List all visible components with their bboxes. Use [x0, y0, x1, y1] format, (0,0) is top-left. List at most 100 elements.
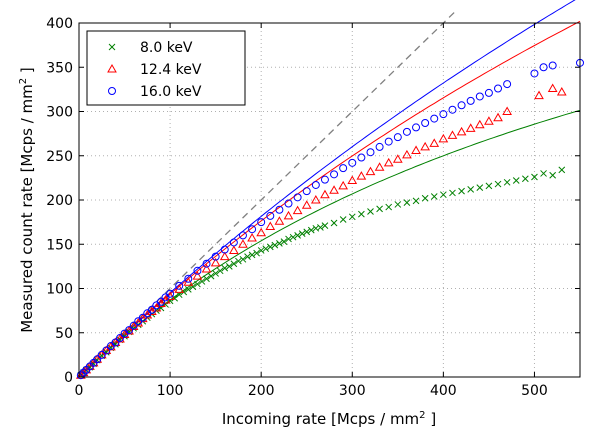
data-point [115, 334, 124, 343]
data-point [456, 126, 467, 136]
data-point [294, 232, 301, 239]
legend-item: 16.0 keV [108, 84, 202, 100]
data-point [133, 318, 144, 327]
data-point [366, 148, 375, 157]
data-point [303, 228, 311, 236]
data-point [138, 313, 147, 322]
data-point [292, 205, 303, 215]
data-point [284, 199, 293, 208]
data-point [393, 133, 402, 142]
data-point [494, 84, 503, 93]
data-point [248, 251, 256, 259]
ticks [78, 22, 580, 378]
data-point [539, 63, 548, 72]
data-point [307, 226, 315, 234]
data-point [321, 222, 329, 230]
data-point [166, 289, 175, 298]
data-point [147, 305, 156, 314]
data-point [457, 101, 466, 110]
data-point [339, 216, 347, 223]
data-point [556, 87, 567, 96]
data-point [129, 321, 138, 330]
y-tick-label: 0 [64, 370, 73, 386]
data-point [411, 145, 421, 154]
data-point [175, 281, 184, 290]
data-point [203, 275, 210, 283]
data-point [558, 166, 566, 174]
y-tick-label: 150 [46, 237, 73, 253]
data-point [367, 208, 374, 215]
data-point [219, 251, 230, 261]
data-point [97, 350, 106, 359]
data-point [329, 185, 339, 194]
data-point [403, 199, 411, 207]
data-point [430, 114, 439, 123]
data-point [330, 219, 338, 227]
data-point [248, 225, 257, 234]
data-point [111, 338, 120, 347]
y-tick-label: 350 [46, 60, 73, 76]
data-point [301, 200, 312, 209]
data-point [274, 216, 285, 225]
data-point [271, 241, 279, 249]
data-point [503, 80, 512, 89]
legend-label: 16.0 keV [140, 84, 202, 100]
data-point [317, 224, 324, 231]
data-point [494, 180, 502, 188]
data-point [383, 157, 394, 167]
data-point [365, 166, 376, 176]
data-point [449, 189, 456, 197]
data-point [220, 245, 229, 254]
tick-labels: 0 100 200 300 400 500 0 50 100 150 200 250 300 350 400 [46, 16, 548, 399]
data-point [257, 218, 266, 227]
data-point [534, 90, 544, 100]
x-tick-label: 500 [521, 383, 548, 399]
data-point [302, 187, 311, 196]
data-point [521, 175, 529, 183]
data-point [503, 178, 511, 186]
data-point [440, 191, 447, 199]
data-point [125, 326, 134, 335]
data-point [530, 69, 539, 78]
data-point [475, 92, 484, 101]
data-point [247, 233, 257, 242]
legend-item: 8.0 keV [108, 40, 193, 56]
data-point [289, 233, 297, 241]
data-point [485, 182, 493, 190]
data-point [421, 119, 430, 128]
data-point [338, 180, 349, 190]
x-tick-label: 0 [75, 383, 84, 399]
data-point [376, 205, 383, 213]
x-tick-label: 300 [339, 383, 366, 399]
data-point [531, 173, 538, 181]
data-point [402, 149, 412, 159]
data-point [221, 264, 229, 272]
data-point [265, 221, 276, 231]
data-point [216, 267, 224, 275]
y-tick-label: 200 [46, 193, 73, 209]
y-tick-label: 100 [46, 282, 73, 298]
data-point [448, 105, 457, 114]
data-point [439, 110, 448, 119]
data-point [228, 245, 239, 254]
y-tick-label: 400 [46, 16, 73, 32]
data-point [189, 283, 197, 291]
y-tick-label: 300 [46, 105, 73, 121]
data-point [458, 187, 465, 195]
legend-marker [107, 63, 117, 73]
y-tick-label: 250 [46, 149, 73, 165]
data-point [320, 189, 330, 199]
data-point [311, 180, 320, 189]
x-axis-label: Incoming rate [Mcps / mm2 ] [222, 410, 436, 428]
legend-item: 12.4 keV [107, 62, 202, 78]
legend: 8.0 keV 12.4 keV 16.0 keV [86, 30, 246, 106]
data-point [202, 259, 211, 268]
data-point [502, 106, 512, 115]
data-point [266, 211, 275, 220]
data-point [430, 193, 438, 200]
data-point [235, 257, 242, 265]
data-point [156, 297, 165, 306]
data-point [347, 175, 358, 185]
data-point [211, 252, 220, 261]
data-point [238, 231, 247, 240]
